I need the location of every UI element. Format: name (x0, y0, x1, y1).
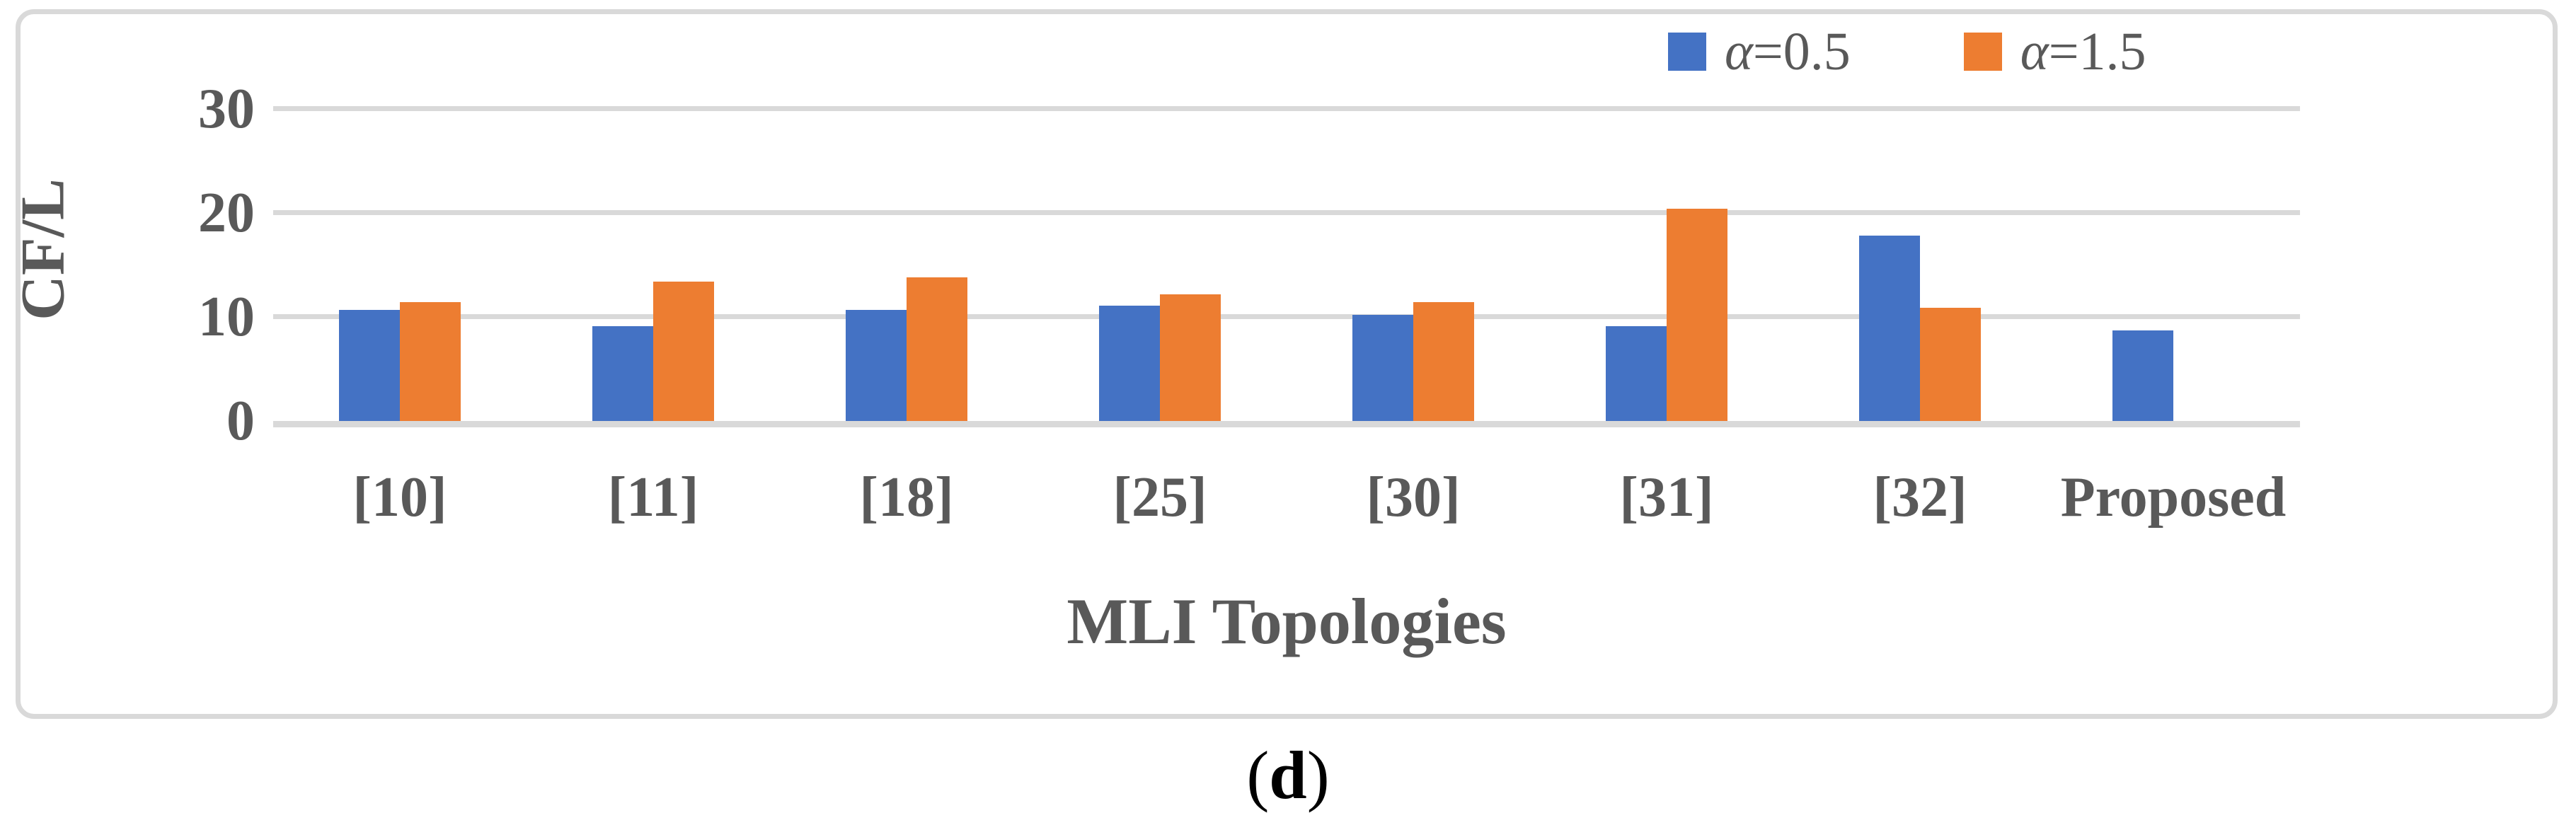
gridline-20 (273, 210, 2300, 216)
orange-square-legend-swatch-icon (1963, 33, 2002, 71)
gridline-10 (273, 314, 2300, 320)
y-tick-label-30: 30 (198, 78, 255, 141)
bar-α=0.5-[32] (1859, 236, 1920, 421)
plot-area (273, 78, 2300, 427)
bar-pair-[10] (339, 78, 461, 421)
legend-value-text: =0.5 (1752, 22, 1851, 81)
y-tick-label-10: 10 (198, 286, 255, 349)
gridlines (273, 78, 2300, 421)
gridline-30 (273, 106, 2300, 112)
bar-α=0.5-[10] (339, 309, 400, 421)
bar-pair-Proposed (2112, 78, 2234, 421)
y-tick-labels: 0 10 20 30 (92, 78, 255, 452)
bar-α=0.5-[18] (846, 309, 907, 421)
bar-group-[11] (527, 78, 780, 421)
x-tick-labels: [10] [11] [18] [25] [30] [31] [32] Proposed (273, 458, 2300, 536)
x-tick-label-[11]: [11] (607, 466, 699, 529)
alpha-symbol: α (2020, 22, 2049, 81)
bar-pair-[18] (846, 78, 967, 421)
bar-α=1.5-[18] (907, 277, 967, 421)
legend-label-alpha-1.5: α=1.5 (2020, 25, 2146, 79)
x-axis-title: MLI Topologies (1066, 585, 1507, 657)
bar-pair-[25] (1099, 78, 1221, 421)
bar-α=0.5-Proposed (2112, 330, 2173, 421)
bar-α=1.5-[25] (1160, 294, 1221, 421)
bar-α=1.5-[31] (1667, 209, 1727, 421)
alpha-symbol: α (1725, 22, 1753, 81)
legend-entry-alpha-1.5: α=1.5 (1963, 25, 2146, 79)
legend-value-text: =1.5 (2048, 22, 2146, 81)
bar-pair-[30] (1352, 78, 1474, 421)
x-tick-label-[30]: [30] (1366, 466, 1461, 529)
y-tick-label-0: 0 (226, 390, 255, 452)
bar-group-[30] (1287, 78, 1540, 421)
legend-label-alpha-0.5: α=0.5 (1725, 25, 1851, 79)
y-axis-title-text: CF/L (8, 178, 78, 321)
figure-caption: (d) (0, 733, 2576, 818)
x-tick-label-Proposed: Proposed (2060, 466, 2287, 529)
x-tick-label-[10]: [10] (352, 466, 447, 529)
bar-α=0.5-[25] (1099, 305, 1160, 421)
bar-pair-[11] (592, 78, 714, 421)
legend-entry-alpha-0.5: α=0.5 (1668, 25, 1851, 79)
bar-α=1.5-[30] (1413, 302, 1474, 421)
caption-open-paren: ( (1246, 737, 1270, 813)
bar-group-[25] (1033, 78, 1287, 421)
bar-α=0.5-[11] (592, 326, 653, 421)
bar-α=1.5-[10] (400, 302, 461, 421)
bar-group-[10] (273, 78, 527, 421)
x-tick-label-[31]: [31] (1619, 466, 1714, 529)
bar-α=1.5-[32] (1920, 307, 1981, 421)
caption-letter: d (1269, 737, 1307, 813)
bar-groups (273, 78, 2300, 421)
x-tick-label-[32]: [32] (1873, 466, 1967, 529)
bar-group-Proposed (2047, 78, 2300, 421)
bar-group-[32] (1793, 78, 2047, 421)
caption-close-paren: ) (1306, 737, 1330, 813)
legend: α=0.5 α=1.5 (1668, 25, 2146, 79)
bar-α=0.5-[30] (1352, 315, 1413, 421)
x-tick-label-[25]: [25] (1112, 466, 1207, 529)
y-axis-title: CF/L (4, 78, 82, 421)
x-tick-label-[18]: [18] (859, 466, 954, 529)
bar-group-[18] (780, 78, 1033, 421)
y-tick-label-20: 20 (198, 182, 255, 245)
blue-square-legend-swatch-icon (1668, 33, 1706, 71)
bar-α=0.5-[31] (1606, 326, 1667, 421)
bar-α=1.5-[11] (653, 282, 714, 421)
bar-pair-[32] (1859, 78, 1981, 421)
bar-group-[31] (1540, 78, 1793, 421)
bar-pair-[31] (1606, 78, 1727, 421)
